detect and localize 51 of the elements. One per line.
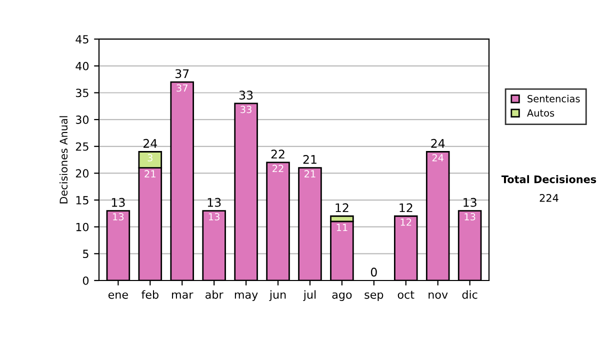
y-tick-label: 5 (83, 250, 88, 258)
data-label: 37 (176, 84, 188, 92)
y-axis-title: Decisiones Anual (60, 116, 68, 204)
legend-label: Sentencias (528, 94, 580, 102)
total-label: 13 (112, 198, 125, 207)
x-tick-label: jul (303, 290, 316, 301)
legend-label: Autos (527, 109, 554, 117)
y-tick-label: 30 (76, 116, 89, 124)
data-label: 24 (432, 154, 444, 162)
total-label: 24 (144, 138, 157, 148)
x-tick-label: mar (172, 292, 194, 299)
total-label: 21 (303, 155, 316, 164)
y-tick-label: 40 (76, 62, 89, 70)
total-label: 0 (370, 268, 377, 277)
data-label: 13 (208, 213, 220, 220)
x-tick-label: may (234, 292, 258, 301)
y-tick-label: 20 (76, 169, 89, 178)
y-tick-label: 25 (76, 142, 88, 151)
x-tick-label: ene (108, 292, 128, 299)
x-tick-label: oct (398, 290, 414, 299)
y-tick-label: 10 (76, 222, 89, 232)
total-label: 13 (464, 198, 476, 207)
total-label: 22 (271, 150, 284, 158)
data-label: 21 (144, 170, 156, 178)
total-label: 37 (176, 69, 189, 78)
data-label: 3 (148, 154, 152, 162)
x-tick-label: dic (462, 290, 478, 299)
x-tick-label: jun (269, 290, 286, 301)
y-tick-label: 35 (76, 88, 88, 98)
x-tick-label: nov (428, 292, 448, 299)
total-label: 24 (431, 138, 445, 148)
total-label: 12 (400, 203, 412, 212)
data-label: 13 (464, 213, 476, 220)
y-tick-label: 45 (76, 35, 88, 44)
y-tick-label: 0 (82, 276, 89, 285)
x-tick-label: feb (142, 290, 158, 299)
data-label: 33 (240, 106, 252, 114)
data-label: 12 (400, 218, 412, 226)
y-tick-label: 15 (76, 196, 88, 204)
text: Total Decisiones (501, 175, 596, 184)
data-label: 22 (272, 164, 284, 172)
total-label: 12 (336, 203, 348, 212)
data-label: 21 (304, 170, 316, 178)
text: 224 (540, 194, 558, 202)
data-label: 11 (336, 224, 348, 232)
x-tick-label: ago (332, 292, 352, 301)
data-label: 13 (113, 213, 124, 220)
x-tick-label: sep (364, 292, 384, 301)
total-label: 13 (208, 198, 221, 207)
total-label: 33 (239, 90, 253, 100)
x-tick-label: abr (206, 290, 224, 299)
